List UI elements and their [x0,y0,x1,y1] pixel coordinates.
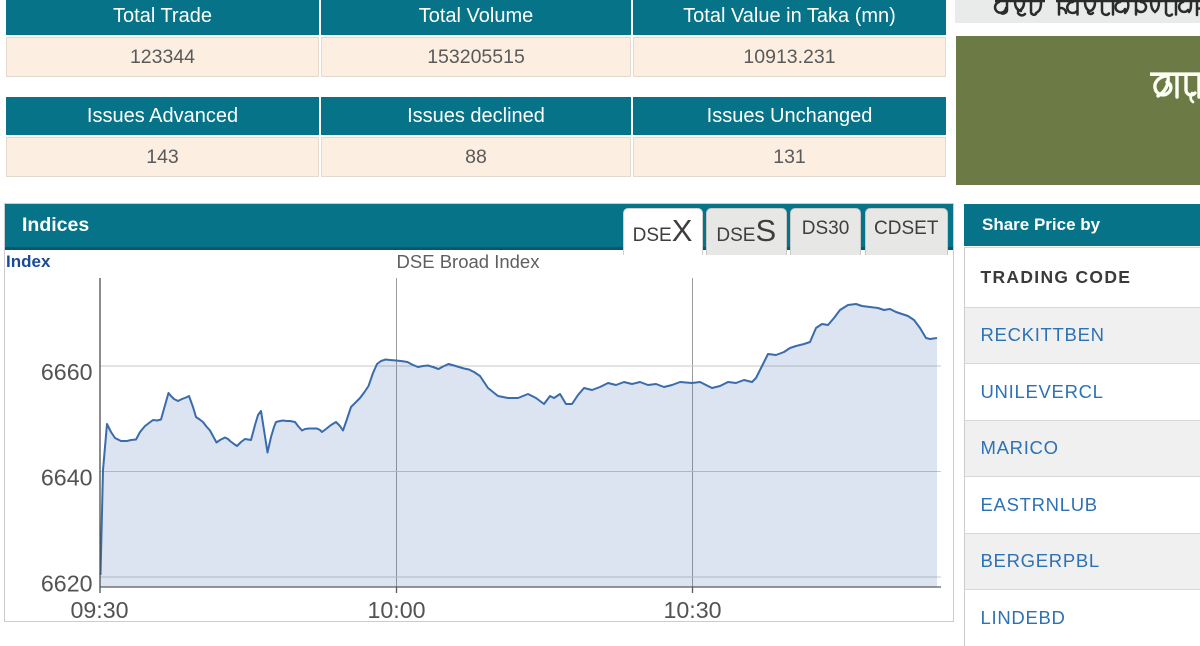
svg-text:09:30: 09:30 [70,597,128,621]
svg-text:6660: 6660 [41,359,93,385]
svg-text:10:30: 10:30 [663,597,721,621]
svg-text:6640: 6640 [41,464,93,490]
svg-text:10:00: 10:00 [367,597,425,621]
svg-text:6620: 6620 [41,570,93,596]
